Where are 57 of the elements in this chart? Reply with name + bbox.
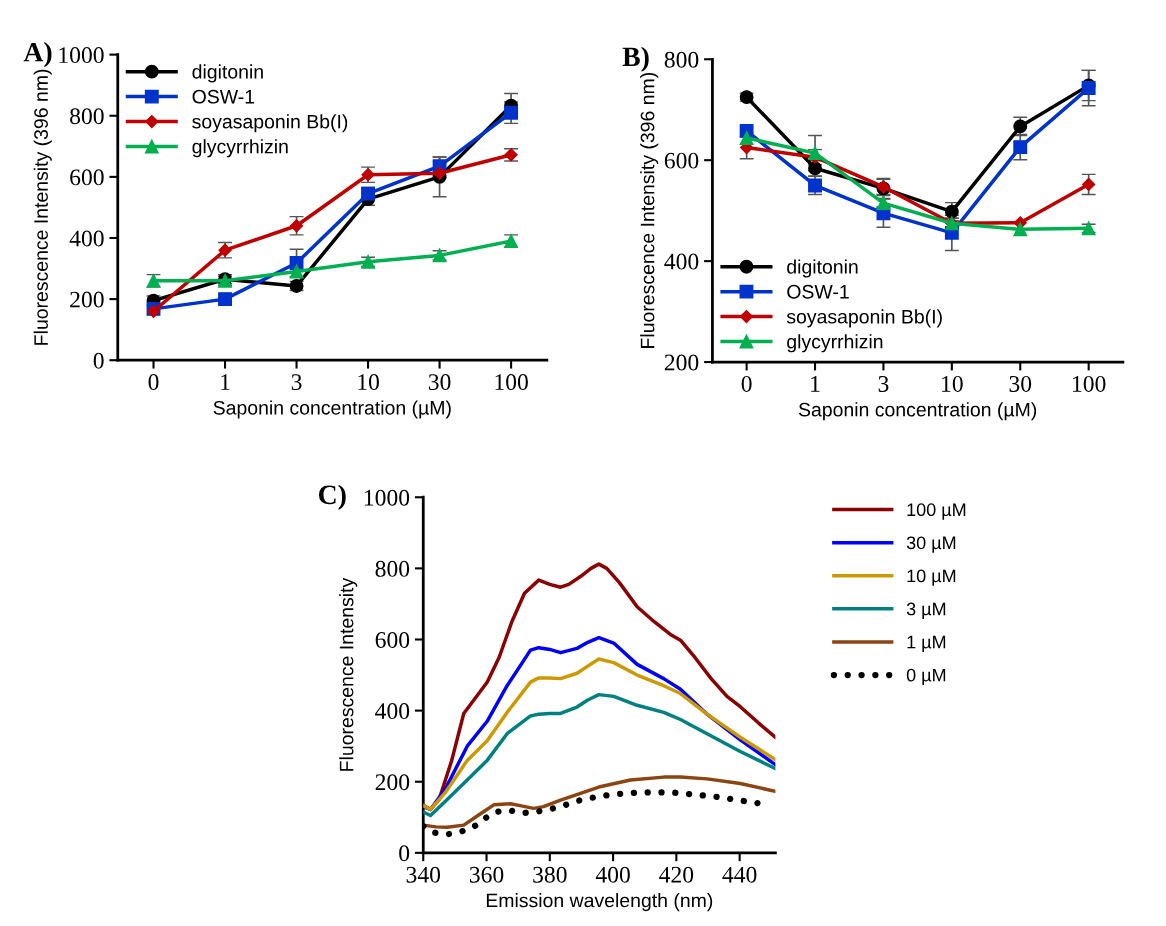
x-axis-title: Emission wavelength (nm) xyxy=(486,893,713,912)
x-tick-label: 100 xyxy=(495,374,528,391)
legend-label: 0 µM xyxy=(906,668,946,686)
x-tick-label: 0 xyxy=(148,374,159,391)
y-axis-title: Fluorescence Intensity (396 nm) xyxy=(33,69,52,345)
legend-label: OSW-1 xyxy=(787,284,849,299)
legend-label: soyasaponin Bb(I) xyxy=(786,309,942,328)
chart-title: B) xyxy=(622,46,649,72)
y-tick-label: 800 xyxy=(664,51,699,68)
legend-label: glycyrrhizin xyxy=(787,334,883,353)
x-tick-label: 3 xyxy=(291,374,302,391)
legend-label: OSW-1 xyxy=(192,89,255,104)
legend-label: digitonin xyxy=(192,64,263,83)
y-tick-label: 400 xyxy=(664,253,699,270)
y-axis-title: Fluorescence Intensity xyxy=(339,577,358,771)
y-tick-label: 400 xyxy=(375,703,410,720)
x-tick-label: 1 xyxy=(811,376,820,392)
y-tick-label: 0 xyxy=(399,845,410,862)
x-tick-label: 360 xyxy=(469,866,504,883)
chart-title: C) xyxy=(318,484,346,510)
chart-title: A) xyxy=(23,42,52,68)
x-tick-label: 30 xyxy=(1009,375,1032,392)
x-tick-label: 30 xyxy=(428,374,451,391)
y-tick-label: 200 xyxy=(664,354,699,371)
x-tick-label: 380 xyxy=(533,866,567,883)
x-tick-label: 1 xyxy=(221,374,230,390)
legend-label: soyasaponin Bb(I) xyxy=(192,114,348,133)
y-tick-label: 0 xyxy=(93,352,104,369)
legend-label: glycyrrhizin xyxy=(192,139,288,158)
legend-label: 100 µM xyxy=(907,503,966,520)
legend-label: 1 µM xyxy=(907,635,946,652)
y-tick-label: 600 xyxy=(70,169,104,186)
y-tick-label: 600 xyxy=(664,152,699,169)
legend-label: digitonin xyxy=(787,259,858,278)
y-tick-label: 600 xyxy=(375,631,410,648)
y-tick-label: 800 xyxy=(375,560,410,577)
y-tick-label: 800 xyxy=(70,108,104,125)
legend-label: 10 µM xyxy=(907,569,956,586)
x-tick-label: 0 xyxy=(741,375,752,392)
x-tick-label: 440 xyxy=(722,866,757,883)
legend-label: 3 µM xyxy=(906,602,946,619)
x-tick-label: 400 xyxy=(595,866,630,883)
y-tick-label: 1000 xyxy=(364,489,410,506)
y-tick-label: 1000 xyxy=(59,47,104,64)
y-tick-label: 400 xyxy=(69,230,104,247)
legend-label: 30 µM xyxy=(906,536,956,553)
x-axis-title: Saponin concentration (µM) xyxy=(798,402,1037,421)
y-tick-label: 200 xyxy=(375,774,410,791)
x-tick-label: 3 xyxy=(878,376,889,392)
x-tick-label: 10 xyxy=(358,374,379,391)
x-tick-label: 420 xyxy=(659,866,694,883)
x-tick-label: 10 xyxy=(942,375,963,392)
x-axis-title: Saponin concentration (µM) xyxy=(213,400,451,419)
y-tick-label: 200 xyxy=(70,291,104,308)
y-axis-title: Fluorescence Intensity (396 nm) xyxy=(640,72,659,348)
x-tick-label: 340 xyxy=(406,866,441,883)
x-tick-label: 100 xyxy=(1073,375,1106,392)
